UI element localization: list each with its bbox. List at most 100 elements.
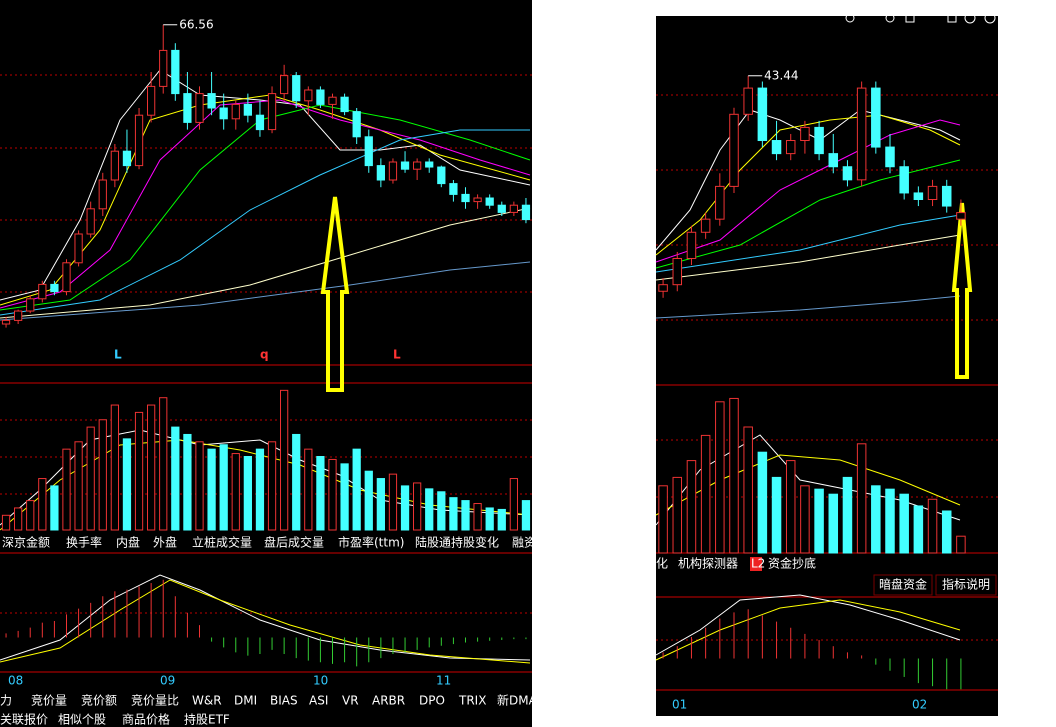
volume-bar [941,510,952,554]
candle-body [473,197,482,203]
candle-body [927,185,938,200]
tab: L2 [751,557,765,571]
tab: 陆股通持股变化 [415,535,499,550]
candle-body [828,153,839,168]
candle-body [700,218,711,233]
button: 暗盘资金 [879,577,927,592]
volume-bar [280,389,289,531]
candle-body [38,283,47,300]
volume-bar [899,493,909,554]
volume-bar [828,493,839,554]
volume-bar [785,460,796,554]
volume-bar [700,434,711,554]
candle-body [352,111,361,138]
candle-body [400,161,410,170]
volume-bar [814,488,824,554]
candle-body [110,150,119,181]
volume-bar [388,473,398,531]
candle-body [316,89,325,105]
tab: 化 [656,557,668,571]
candle-body [658,284,668,292]
candle-body [757,87,768,142]
tab: 换手率 [66,535,102,550]
candle-body [86,208,95,235]
tab: 机构探测器 [678,556,738,571]
tab: TRIX [458,694,486,708]
volume-bar [122,438,132,531]
month-label: 09 [160,674,175,688]
candle-body [328,96,337,105]
candle-body [219,107,228,120]
volume-bar [159,397,168,531]
candle-body [871,87,881,148]
tab: 外盘 [153,535,177,550]
volume-bar [497,508,506,531]
volume-bar [885,488,895,554]
volume-bar [14,507,23,531]
candle-body [497,204,506,213]
volume-bar [219,444,228,531]
candle-body [509,204,518,213]
volume-bar [231,453,240,531]
tab: 竞价量比 [131,694,179,708]
volume-bar [110,404,119,531]
volume-bar [304,448,313,531]
candle-body [376,165,385,181]
candle-body [1,319,11,325]
grid [0,74,998,641]
volume-bar [956,535,966,554]
l2-badge [750,557,762,571]
volume-bar [672,476,683,554]
volume-bar [134,411,144,531]
volume-bar [183,433,192,531]
volume-bar [715,401,725,554]
candle-body [885,146,895,168]
volume-bar [509,478,518,531]
volume-bar [400,485,410,531]
month-label: 08 [8,674,23,688]
volume-bar [743,426,753,554]
candle-body [134,114,144,167]
candle-body [50,283,59,293]
volume-bar [485,507,494,531]
candle-body [729,113,739,187]
tab: DMI [234,694,257,708]
candle-body [304,89,313,102]
volume-bar [461,500,470,531]
candle-body [195,93,204,123]
candle-body [280,75,289,95]
volume-bar [913,505,924,554]
candle-body [147,85,156,116]
volume-bar [757,451,768,554]
tab: 商品价格 [122,712,170,727]
volume-bar [658,485,668,554]
volume-bar [686,460,697,554]
marker: L [393,348,401,362]
candle-body [437,166,446,185]
volume-bar [449,497,458,531]
candle-body [425,161,434,168]
candle-body [122,150,132,167]
candle-body [159,49,168,87]
candle-body [207,93,216,109]
tab: W&R [192,694,222,708]
month-label: 01 [672,698,687,712]
marker: L [114,348,122,362]
volume-bar [316,456,325,531]
tab: 内盘 [116,535,140,550]
candle-body [771,140,782,155]
candle-body [255,114,265,131]
candle-body [74,233,83,264]
tab: 融资 [512,536,536,550]
candle-body [842,166,853,181]
candle-body [814,126,824,155]
candle-body [686,231,697,259]
volume-bar [425,488,434,531]
candle-body [485,197,494,206]
tab: 市盈率(ttm) [338,535,404,550]
candle-body [672,257,683,286]
volume-bar [38,478,47,531]
tab: 竞价量 [31,694,67,708]
candle-body [171,49,180,95]
